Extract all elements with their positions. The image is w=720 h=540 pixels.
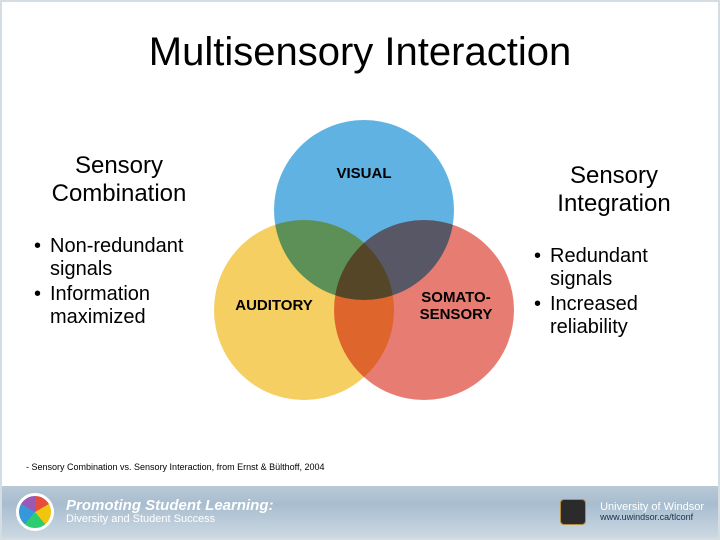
footer-subtitle: Diversity and Student Success [66,514,274,526]
uwindsor-block: University of Windsor www.uwindsor.ca/tl… [600,502,704,522]
venn-label-auditory: AUDITORY [224,298,324,315]
left-heading: Sensory Combination [34,152,204,207]
footer-bar: Promoting Student Learning: Diversity an… [2,486,718,538]
slide: Multisensory Interaction Sensory Combina… [0,0,720,540]
university-url: www.uwindsor.ca/tlconf [600,513,704,522]
conference-logo-icon [16,493,54,531]
venn-label-somatosensory: SOMATO-SENSORY [406,290,506,323]
citation-text: - Sensory Combination vs. Sensory Intera… [26,462,324,472]
list-item: Information maximized [34,283,204,329]
footer-right: University of Windsor www.uwindsor.ca/tl… [560,499,704,525]
list-item: Redundant signals [534,245,694,291]
footer-text-block: Promoting Student Learning: Diversity an… [66,498,274,525]
venn-label-visual: VISUAL [214,166,514,183]
slide-title: Multisensory Interaction [2,30,718,75]
left-column: Sensory Combination Non-redundant signal… [34,152,204,331]
oakland-badge-icon [560,499,586,525]
right-column: Sensory Integration Redundant signals In… [534,162,694,341]
list-item: Non-redundant signals [34,235,204,281]
right-heading: Sensory Integration [534,162,694,217]
footer-title: Promoting Student Learning: [66,498,274,514]
left-bullet-list: Non-redundant signals Information maximi… [34,235,204,329]
list-item: Increased reliability [534,293,694,339]
venn-diagram: VISUAL AUDITORY SOMATO-SENSORY [214,120,514,420]
right-bullet-list: Redundant signals Increased reliability [534,245,694,339]
